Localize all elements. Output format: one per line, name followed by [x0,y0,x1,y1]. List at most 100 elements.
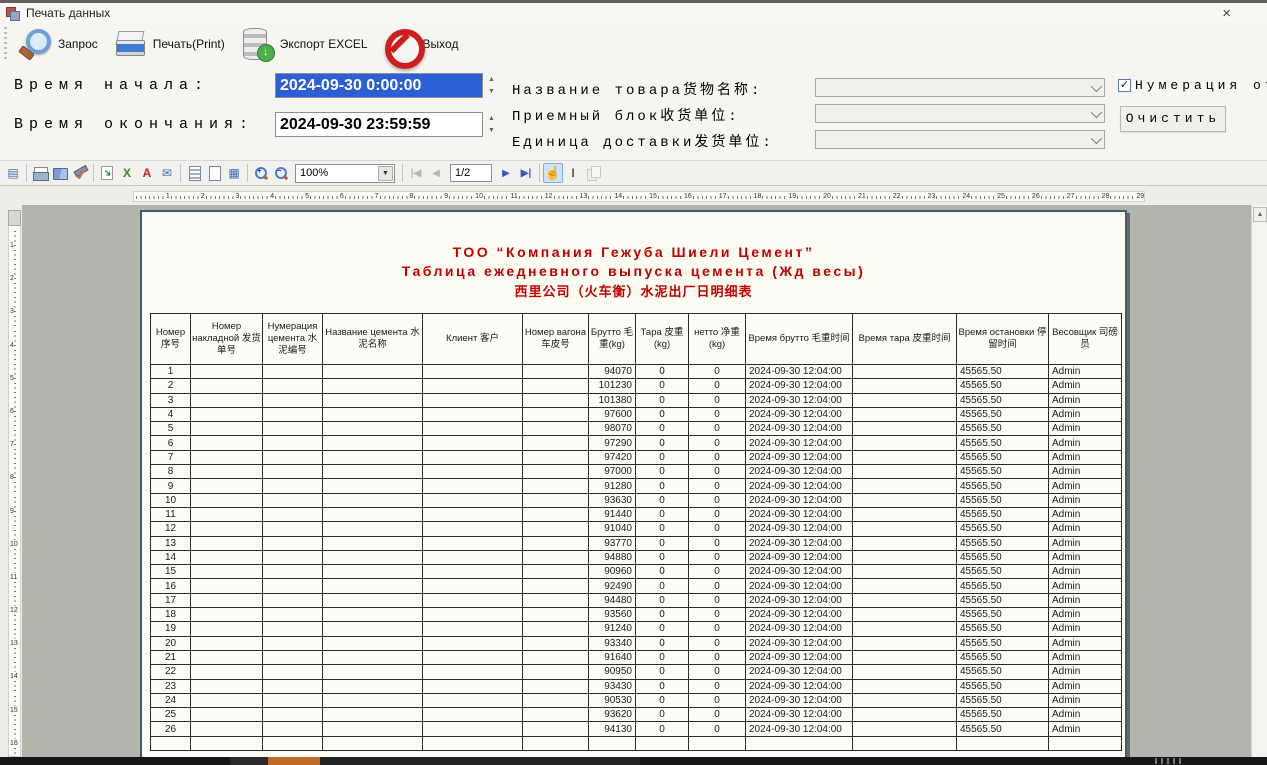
spinner-down-icon[interactable]: ▼ [488,88,495,96]
close-icon[interactable]: × [1222,5,1231,22]
spinner-up-icon[interactable]: ▲ [488,114,495,122]
cell-no: 22 [150,664,191,680]
cell-tare: 0 [635,506,689,523]
cell-stop-time: 45565.50 [956,435,1049,451]
ruler-segment: 4 [9,329,20,362]
cell-gross-time: 2024-09-30 12:04:00 [745,464,853,480]
table-row: 26 94130 0 0 2024-09-30 12:04:00 45565.5… [150,721,1122,737]
zoom-value: 100% [300,167,329,179]
open-report-icon[interactable] [50,163,70,183]
column-header-ru: Клиент [446,333,478,344]
cell-cement-no [262,649,323,666]
cell-cement-no [262,592,323,609]
plus-glyph: + [257,166,262,175]
cell-net: 0 [688,692,746,709]
exit-button[interactable]: Выход [378,24,469,69]
spinner-up-icon[interactable]: ▲ [488,75,495,83]
scroll-up-icon[interactable]: ▲ [1253,207,1267,222]
export-icon[interactable] [97,163,117,183]
single-page-icon[interactable] [204,163,224,183]
start-time-input[interactable]: 2024-09-30 0:00:00 [275,73,483,98]
vertical-scrollbar[interactable]: ▲ [1251,205,1267,757]
toolbar-grip [4,26,7,61]
cell-cement-name [322,421,423,437]
cell-cement-name [322,592,423,609]
export-excel-icon[interactable]: X [122,166,131,180]
numbering-checkbox[interactable]: ✓ Нумерация отч [1118,78,1267,93]
text-select-icon[interactable]: I [571,166,575,180]
design-report-icon[interactable] [70,163,90,183]
cell-stop-time: 45565.50 [956,449,1049,466]
hand-tool-icon[interactable]: ☝ [543,163,563,183]
copy-icon [586,166,601,181]
print-button[interactable]: Печать(Print) [108,24,235,64]
cell-invoice [190,721,263,737]
multi-page-icon[interactable]: ▦ [228,166,240,180]
zoom-in-icon[interactable]: + [251,163,271,183]
toolbar-separator [402,164,403,182]
cell-weigher: Admin [1048,506,1122,523]
cell-invoice [190,692,263,709]
cell-wagon [522,678,589,694]
spinner-down-icon[interactable]: ▼ [488,127,495,135]
cell-tare-time [852,607,957,623]
cell-client [422,607,523,623]
ruler-segment: 3 [204,192,241,201]
cell-tare-time [852,449,957,466]
page-number-input[interactable] [450,164,492,182]
ruler-segment: 29 [1108,192,1144,201]
cell-weigher: Admin [1048,449,1122,466]
email-icon[interactable]: ✉ [161,166,173,180]
cell-weigher: Admin [1048,721,1122,737]
ruler-origin[interactable] [8,210,21,226]
cell-invoice [190,678,263,694]
cell-cement-name [322,492,423,508]
cell-invoice [190,392,263,408]
copy-pages-icon[interactable] [583,163,603,183]
cell-gross-time: 2024-09-30 12:04:00 [745,621,853,637]
prev-page-icon[interactable]: ◀ [432,167,440,179]
cell-stop-time: 45565.50 [956,421,1049,437]
cell-gross-time: 2024-09-30 12:04:00 [745,707,853,723]
end-time-spinner[interactable]: ▲ ▼ [486,112,497,137]
cell-client [422,678,523,694]
cell-client [422,707,523,723]
cell-cement-name [322,363,423,380]
checkbox-check-icon[interactable]: ✓ [1118,79,1131,92]
export-excel-button[interactable]: Экспорт EXCEL [235,24,378,64]
cell-tare-time [852,535,957,551]
cell-invoice [190,649,263,666]
cell-net: 0 [688,435,746,451]
cell-client [422,535,523,551]
document-map-icon[interactable]: ▤ [7,166,19,180]
ruler-segment: 24 [934,192,972,201]
cell-stop-time: 45565.50 [956,363,1049,380]
product-name-select[interactable] [815,78,1105,97]
cell-weigher: Admin [1048,521,1122,537]
first-page-icon[interactable]: |◀ [410,167,422,179]
dropdown-arrow-icon[interactable]: ▼ [378,165,393,181]
column-header: Номер 序号 [150,313,191,365]
ruler-segment: 19 [760,192,798,201]
zoom-select[interactable]: 100% ▼ [295,163,395,183]
cell-invoice [190,592,263,609]
sender-select[interactable] [815,130,1105,149]
last-page-icon[interactable]: ▶| [520,167,532,179]
cell-no: 8 [150,464,191,480]
query-button[interactable]: Запрос [13,24,108,64]
cell-client [422,492,523,508]
end-time-input[interactable]: 2024-09-30 23:59:59 [275,112,483,137]
table-row: 18 93560 0 0 2024-09-30 12:04:00 45565.5… [150,607,1122,623]
zoom-out-icon[interactable]: − [271,163,291,183]
next-page-icon[interactable]: ▶ [502,167,510,179]
cell-client [422,564,523,580]
start-time-spinner[interactable]: ▲ ▼ [486,73,497,98]
cell-tare-time [852,421,957,437]
preview-print-icon[interactable] [30,163,50,183]
cell-net: 0 [688,492,746,508]
clear-button[interactable]: Очистить [1120,106,1226,132]
cell-weigher: Admin [1048,378,1122,394]
receiver-select[interactable] [815,104,1105,123]
export-pdf-icon[interactable]: A [142,166,152,180]
page-setup-icon[interactable] [184,163,204,183]
